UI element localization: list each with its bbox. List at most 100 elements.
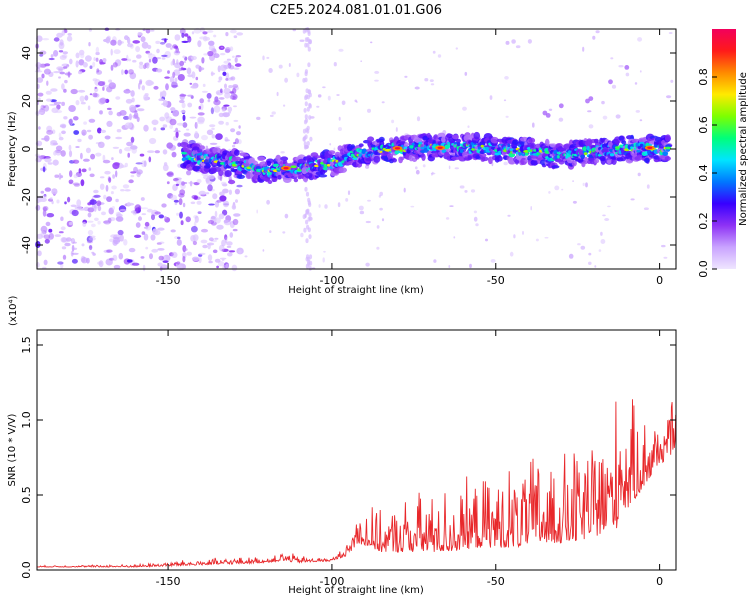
faint-blob <box>509 251 514 257</box>
faint-blob <box>278 64 283 69</box>
faint-blob <box>299 39 305 42</box>
noise-blob <box>67 71 71 78</box>
noise-blob <box>53 50 59 57</box>
faint-blob <box>404 75 408 78</box>
faint-blob <box>300 232 304 238</box>
noise-blob <box>115 211 122 217</box>
noise-blob <box>118 149 122 154</box>
faint-blob <box>530 206 532 211</box>
noise-blob <box>150 29 155 32</box>
noise-blob <box>141 41 149 49</box>
streak-blob <box>302 214 306 220</box>
noise-blob <box>234 63 242 67</box>
noise-blob <box>221 258 225 261</box>
noise-blob <box>235 199 238 203</box>
track-outer <box>426 132 431 138</box>
noise-blob <box>64 79 68 84</box>
noise-blob <box>236 32 244 36</box>
faint-blob <box>634 82 638 85</box>
faint-blob <box>213 34 217 38</box>
noise-blob <box>206 92 212 99</box>
noise-blob <box>189 180 193 187</box>
faint-blob <box>475 223 479 227</box>
noise-blob <box>64 242 71 247</box>
track-outer <box>234 149 240 156</box>
noise-blob <box>152 56 158 64</box>
noise-blob <box>106 249 113 253</box>
snr-y-axis-label: SNR (10 * V/V) <box>7 413 18 486</box>
snr-y-multiplier: (x10⁴) <box>8 295 19 326</box>
noise-blob <box>114 59 122 67</box>
noise-blob <box>134 204 142 212</box>
streak-blob <box>302 29 306 34</box>
noise-blob <box>38 126 41 130</box>
noise-blob <box>164 38 167 43</box>
noise-blob <box>158 255 164 261</box>
noise-blob <box>58 76 61 79</box>
noise-blob <box>93 57 96 61</box>
track-outer <box>224 170 232 177</box>
noise-blob <box>225 78 229 81</box>
faint-blob <box>454 167 459 170</box>
noise-blob <box>59 55 67 60</box>
noise-blob <box>145 62 150 69</box>
faint-blob <box>572 200 577 204</box>
noise-blob <box>190 201 196 205</box>
faint-blob <box>449 205 454 208</box>
noise-blob <box>195 122 199 129</box>
track-mid <box>459 148 464 154</box>
track-core <box>444 145 450 149</box>
noise-blob <box>74 205 82 210</box>
snr-frame <box>36 329 677 571</box>
track-mid <box>370 144 376 148</box>
faint-blob <box>271 111 276 115</box>
noise-blob <box>48 228 53 233</box>
faint-blob <box>415 169 420 175</box>
noise-blob <box>193 195 198 200</box>
noise-blob <box>147 44 152 50</box>
noise-blob <box>43 68 51 75</box>
noise-blob <box>230 128 236 133</box>
noise-blob <box>79 95 85 103</box>
noise-blob <box>69 170 73 178</box>
diag-dot <box>542 110 548 116</box>
track-mid <box>662 151 669 157</box>
track-mid <box>477 146 482 150</box>
noise-blob <box>218 213 225 220</box>
noise-blob <box>227 252 233 257</box>
noise-blob <box>174 202 178 206</box>
diag-dot <box>558 103 564 109</box>
noise-blob <box>97 220 101 225</box>
snr-x-tick-label: -150 <box>156 575 181 588</box>
faint-blob <box>489 95 493 100</box>
streak-blob <box>307 197 311 203</box>
noise-blob <box>102 86 105 91</box>
faint-blob <box>376 246 380 250</box>
faint-blob <box>415 166 418 170</box>
noise-blob <box>108 79 113 83</box>
noise-blob <box>42 209 47 217</box>
streak-blob <box>302 136 306 142</box>
noise-blob <box>85 55 92 62</box>
noise-blob <box>191 71 196 79</box>
noise-blob <box>222 198 225 202</box>
track-outer <box>421 153 426 161</box>
noise-blob <box>192 234 199 242</box>
noise-blob <box>186 251 192 256</box>
noise-blob <box>127 37 131 45</box>
faint-blob <box>587 110 592 113</box>
noise-blob <box>164 76 170 79</box>
noise-blob <box>56 101 62 105</box>
hot-core <box>437 146 443 149</box>
noise-blob <box>172 109 180 117</box>
faint-blob <box>445 217 450 220</box>
noise-blob <box>208 45 215 51</box>
noise-blob <box>136 54 142 59</box>
noise-blob <box>35 110 40 116</box>
track-outer <box>530 142 536 149</box>
noise-blob <box>88 134 93 140</box>
noise-blob <box>222 112 230 118</box>
noise-blob <box>53 37 60 42</box>
noise-blob <box>71 209 79 217</box>
noise-blob <box>182 202 186 208</box>
